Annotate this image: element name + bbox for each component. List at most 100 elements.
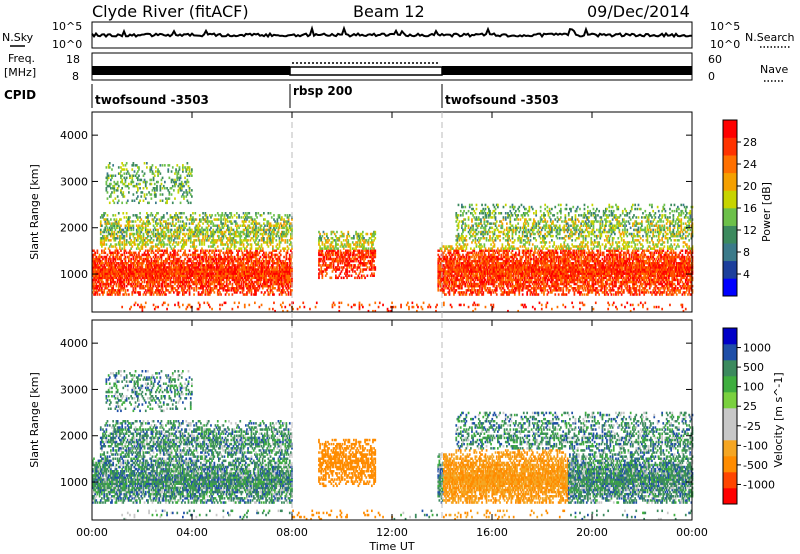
echo-cell xyxy=(230,245,233,248)
echo-cell xyxy=(112,199,115,202)
echo-cell xyxy=(201,243,203,246)
echo-cell xyxy=(131,245,134,248)
echo-cell xyxy=(157,284,159,288)
echo-cell xyxy=(101,280,103,284)
echo-cell xyxy=(261,287,264,290)
echo-cell xyxy=(186,284,189,288)
echo-cell xyxy=(261,232,264,236)
echo-cell xyxy=(265,253,267,257)
echo-cell xyxy=(210,276,212,280)
echo-cell xyxy=(175,276,177,280)
echo-cell xyxy=(176,280,179,284)
echo-cell xyxy=(177,270,180,273)
echo-cell xyxy=(248,266,251,269)
echo-cell xyxy=(149,282,152,286)
echo-cell xyxy=(237,264,239,267)
echo-cell xyxy=(198,243,201,246)
echo-cell xyxy=(234,234,237,238)
echo-cell xyxy=(180,259,183,263)
echo-cell xyxy=(180,226,183,230)
echo-cell xyxy=(147,278,149,282)
echo-cell xyxy=(96,249,99,252)
echo-cell xyxy=(197,301,200,305)
echo-cell xyxy=(96,262,99,265)
echo-cell xyxy=(157,251,159,255)
echo-cell xyxy=(131,291,134,294)
echo-cell xyxy=(250,276,253,280)
echo-cell xyxy=(215,249,218,252)
echo-cell xyxy=(139,241,141,244)
echo-cell xyxy=(252,268,255,271)
echo-cell xyxy=(259,249,262,252)
echo-cell xyxy=(267,222,270,225)
echo-cell xyxy=(176,243,179,246)
echo-cell xyxy=(157,230,159,234)
echo-cell xyxy=(175,222,177,225)
echo-cell xyxy=(185,180,188,184)
echo-cell xyxy=(247,270,249,273)
echo-cell xyxy=(96,287,99,290)
echo-cell xyxy=(206,230,209,234)
echo-cell xyxy=(159,255,162,259)
echo-cell xyxy=(177,280,180,284)
echo-cell xyxy=(161,264,164,267)
echo-cell xyxy=(164,264,166,267)
echo-cell xyxy=(212,268,215,271)
echo-cell xyxy=(137,218,139,221)
echo-cell xyxy=(141,226,144,230)
echo-cell xyxy=(93,289,95,292)
echo-cell xyxy=(134,220,137,223)
echo-cell xyxy=(264,255,266,259)
echo-cell xyxy=(196,282,199,286)
echo-cell xyxy=(211,276,213,280)
echo-cell xyxy=(224,259,227,263)
echo-cell xyxy=(223,264,226,267)
echo-cell xyxy=(192,232,194,236)
echo-cell xyxy=(142,222,145,225)
echo-cell xyxy=(153,191,156,194)
echo-cell xyxy=(137,245,139,248)
echo-cell xyxy=(221,224,224,227)
echo-cell xyxy=(203,282,206,286)
echo-cell xyxy=(260,291,263,294)
echo-cell xyxy=(166,201,168,205)
echo-cell xyxy=(202,228,204,232)
echo-cell xyxy=(162,234,165,238)
echo-cell xyxy=(157,289,159,292)
echo-cell xyxy=(240,249,243,252)
echo-cell xyxy=(141,276,144,280)
echo-cell xyxy=(122,270,125,273)
echo-cell xyxy=(124,180,127,184)
echo-cell xyxy=(188,274,191,277)
echo-cell xyxy=(246,228,248,232)
echo-cell xyxy=(122,237,125,240)
echo-cell xyxy=(140,191,143,194)
echo-cell xyxy=(231,243,234,246)
echo-cell xyxy=(115,237,118,240)
echo-cell xyxy=(165,274,167,277)
echo-cell xyxy=(247,239,249,242)
echo-cell xyxy=(187,201,190,205)
echo-cell xyxy=(107,276,110,280)
echo-cell xyxy=(138,174,140,177)
echo-cell xyxy=(200,228,202,232)
echo-cell xyxy=(117,251,120,255)
echo-cell xyxy=(132,276,135,280)
echo-cell xyxy=(198,278,201,282)
echo-cell xyxy=(129,274,131,277)
echo-cell xyxy=(229,257,231,261)
echo-cell xyxy=(268,270,271,273)
echo-cell xyxy=(216,230,219,234)
echo-cell xyxy=(112,278,115,282)
echo-cell xyxy=(249,257,252,261)
echo-cell xyxy=(116,226,119,230)
echo-cell xyxy=(158,266,161,269)
echo-cell xyxy=(126,272,129,275)
echo-cell xyxy=(168,291,171,294)
freq-tick-high: 18 xyxy=(66,53,80,66)
echo-cell xyxy=(187,272,190,275)
echo-cell xyxy=(104,228,107,232)
echo-cell xyxy=(240,266,243,269)
echo-cell xyxy=(134,257,137,261)
echo-cell xyxy=(142,180,145,184)
